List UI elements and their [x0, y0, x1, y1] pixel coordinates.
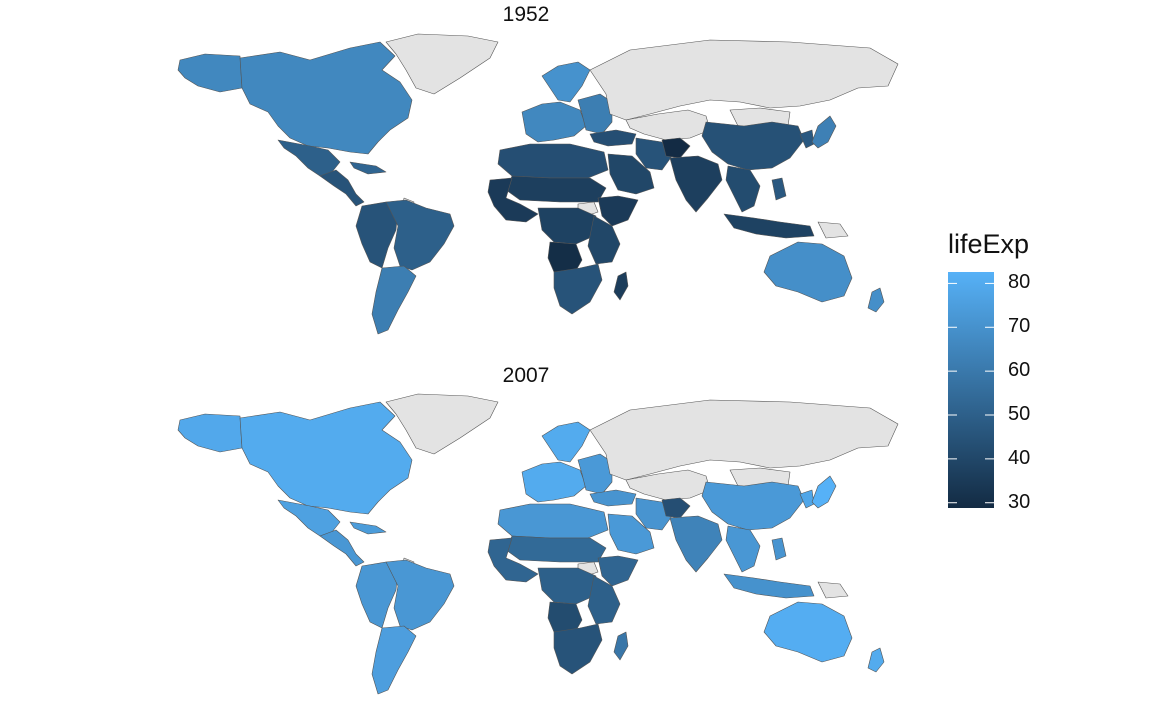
legend-gradient — [948, 272, 994, 508]
region-scandinavia — [541, 421, 591, 463]
legend-tick-label: 70 — [1008, 315, 1031, 338]
region-papua — [817, 581, 849, 599]
world-map-2007 — [177, 393, 899, 695]
region-brazil — [385, 559, 455, 631]
region-north-america — [239, 41, 413, 155]
region-indochina — [725, 165, 761, 213]
region-madagascar — [613, 271, 629, 301]
legend-tick-label: 30 — [1008, 490, 1031, 513]
region-indonesia — [723, 213, 815, 239]
region-greenland — [385, 33, 499, 95]
region-arabia — [607, 153, 655, 195]
region-south-asia — [669, 155, 723, 213]
region-korea — [799, 129, 815, 149]
region-horn-africa — [597, 555, 639, 587]
region-caribbean — [349, 161, 387, 175]
region-central-asia — [625, 109, 711, 141]
legend-title: lifeExp — [948, 229, 1030, 259]
region-indochina — [725, 525, 761, 573]
region-central-africa — [537, 567, 597, 605]
world-map-1952 — [177, 33, 899, 335]
region-east-africa — [587, 215, 621, 265]
region-central-america — [319, 169, 365, 207]
region-china — [701, 121, 805, 171]
panel-title-1952: 1952 — [502, 3, 550, 26]
region-japan — [811, 475, 837, 509]
region-eastern-europe — [577, 453, 613, 495]
region-new-zealand — [867, 287, 885, 313]
region-korea — [799, 489, 815, 509]
region-southern-africa — [553, 623, 603, 675]
region-west-africa — [487, 177, 539, 223]
region-iran — [635, 137, 673, 171]
region-scandinavia — [541, 61, 591, 103]
region-central-america — [319, 529, 365, 567]
legend-tick-label: 80 — [1008, 271, 1031, 294]
legend-colorbar — [948, 272, 994, 508]
region-alaska — [177, 53, 243, 93]
region-brazil — [385, 199, 455, 271]
panel-title-2007: 2007 — [502, 364, 550, 387]
region-philippines — [771, 537, 787, 561]
legend-tick-label: 50 — [1008, 403, 1031, 425]
region-madagascar — [613, 631, 629, 661]
region-papua — [817, 221, 849, 239]
region-turkey — [589, 129, 637, 147]
region-sahel — [505, 175, 607, 203]
region-central-asia — [625, 469, 711, 501]
legend-tick-label: 40 — [1008, 446, 1031, 469]
region-australia — [763, 601, 853, 663]
region-greenland — [385, 393, 499, 455]
region-central-africa — [537, 207, 597, 245]
region-north-africa — [497, 503, 609, 539]
region-western-europe — [521, 461, 587, 503]
region-east-africa — [587, 575, 621, 625]
region-philippines — [771, 177, 787, 201]
region-sahel — [505, 535, 607, 563]
region-afghanistan — [661, 497, 691, 519]
region-north-america — [239, 401, 413, 515]
region-australia — [763, 241, 853, 303]
region-china — [701, 481, 805, 531]
region-north-africa — [497, 143, 609, 179]
region-south-asia — [669, 515, 723, 573]
region-turkey — [589, 489, 637, 507]
region-japan — [811, 115, 837, 149]
region-west-africa — [487, 537, 539, 583]
region-southern-cone — [371, 625, 417, 695]
region-iran — [635, 497, 673, 531]
region-arabia — [607, 513, 655, 555]
region-afghanistan — [661, 137, 691, 159]
region-caribbean — [349, 521, 387, 535]
region-southern-africa — [553, 263, 603, 315]
region-russia — [589, 399, 899, 481]
region-horn-africa — [597, 195, 639, 227]
region-indonesia — [723, 573, 815, 599]
region-eastern-europe — [577, 93, 613, 135]
region-southern-cone — [371, 265, 417, 335]
legend-tick-label: 60 — [1008, 359, 1031, 382]
region-new-zealand — [867, 647, 885, 673]
region-western-europe — [521, 101, 587, 143]
region-alaska — [177, 413, 243, 453]
region-russia — [589, 39, 899, 121]
